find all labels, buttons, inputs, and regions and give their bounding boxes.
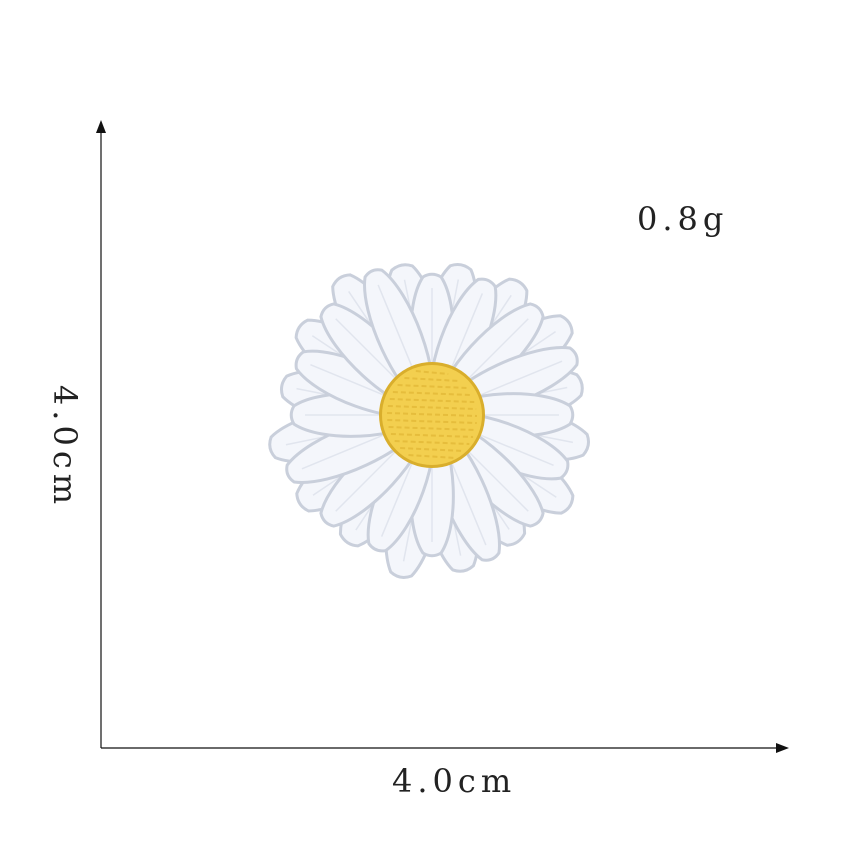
width-dimension-label: 4.0cm bbox=[392, 762, 517, 800]
daisy-patch-image bbox=[268, 262, 591, 580]
weight-label: 0.8g bbox=[637, 200, 729, 238]
dimension-axes bbox=[96, 120, 789, 753]
horizontal-arrowhead-icon bbox=[776, 743, 789, 753]
flower-center bbox=[379, 362, 485, 468]
center-stitch-texture bbox=[387, 370, 477, 459]
vertical-arrowhead-icon bbox=[96, 120, 106, 133]
height-dimension-label: 4.0cm bbox=[46, 384, 84, 510]
